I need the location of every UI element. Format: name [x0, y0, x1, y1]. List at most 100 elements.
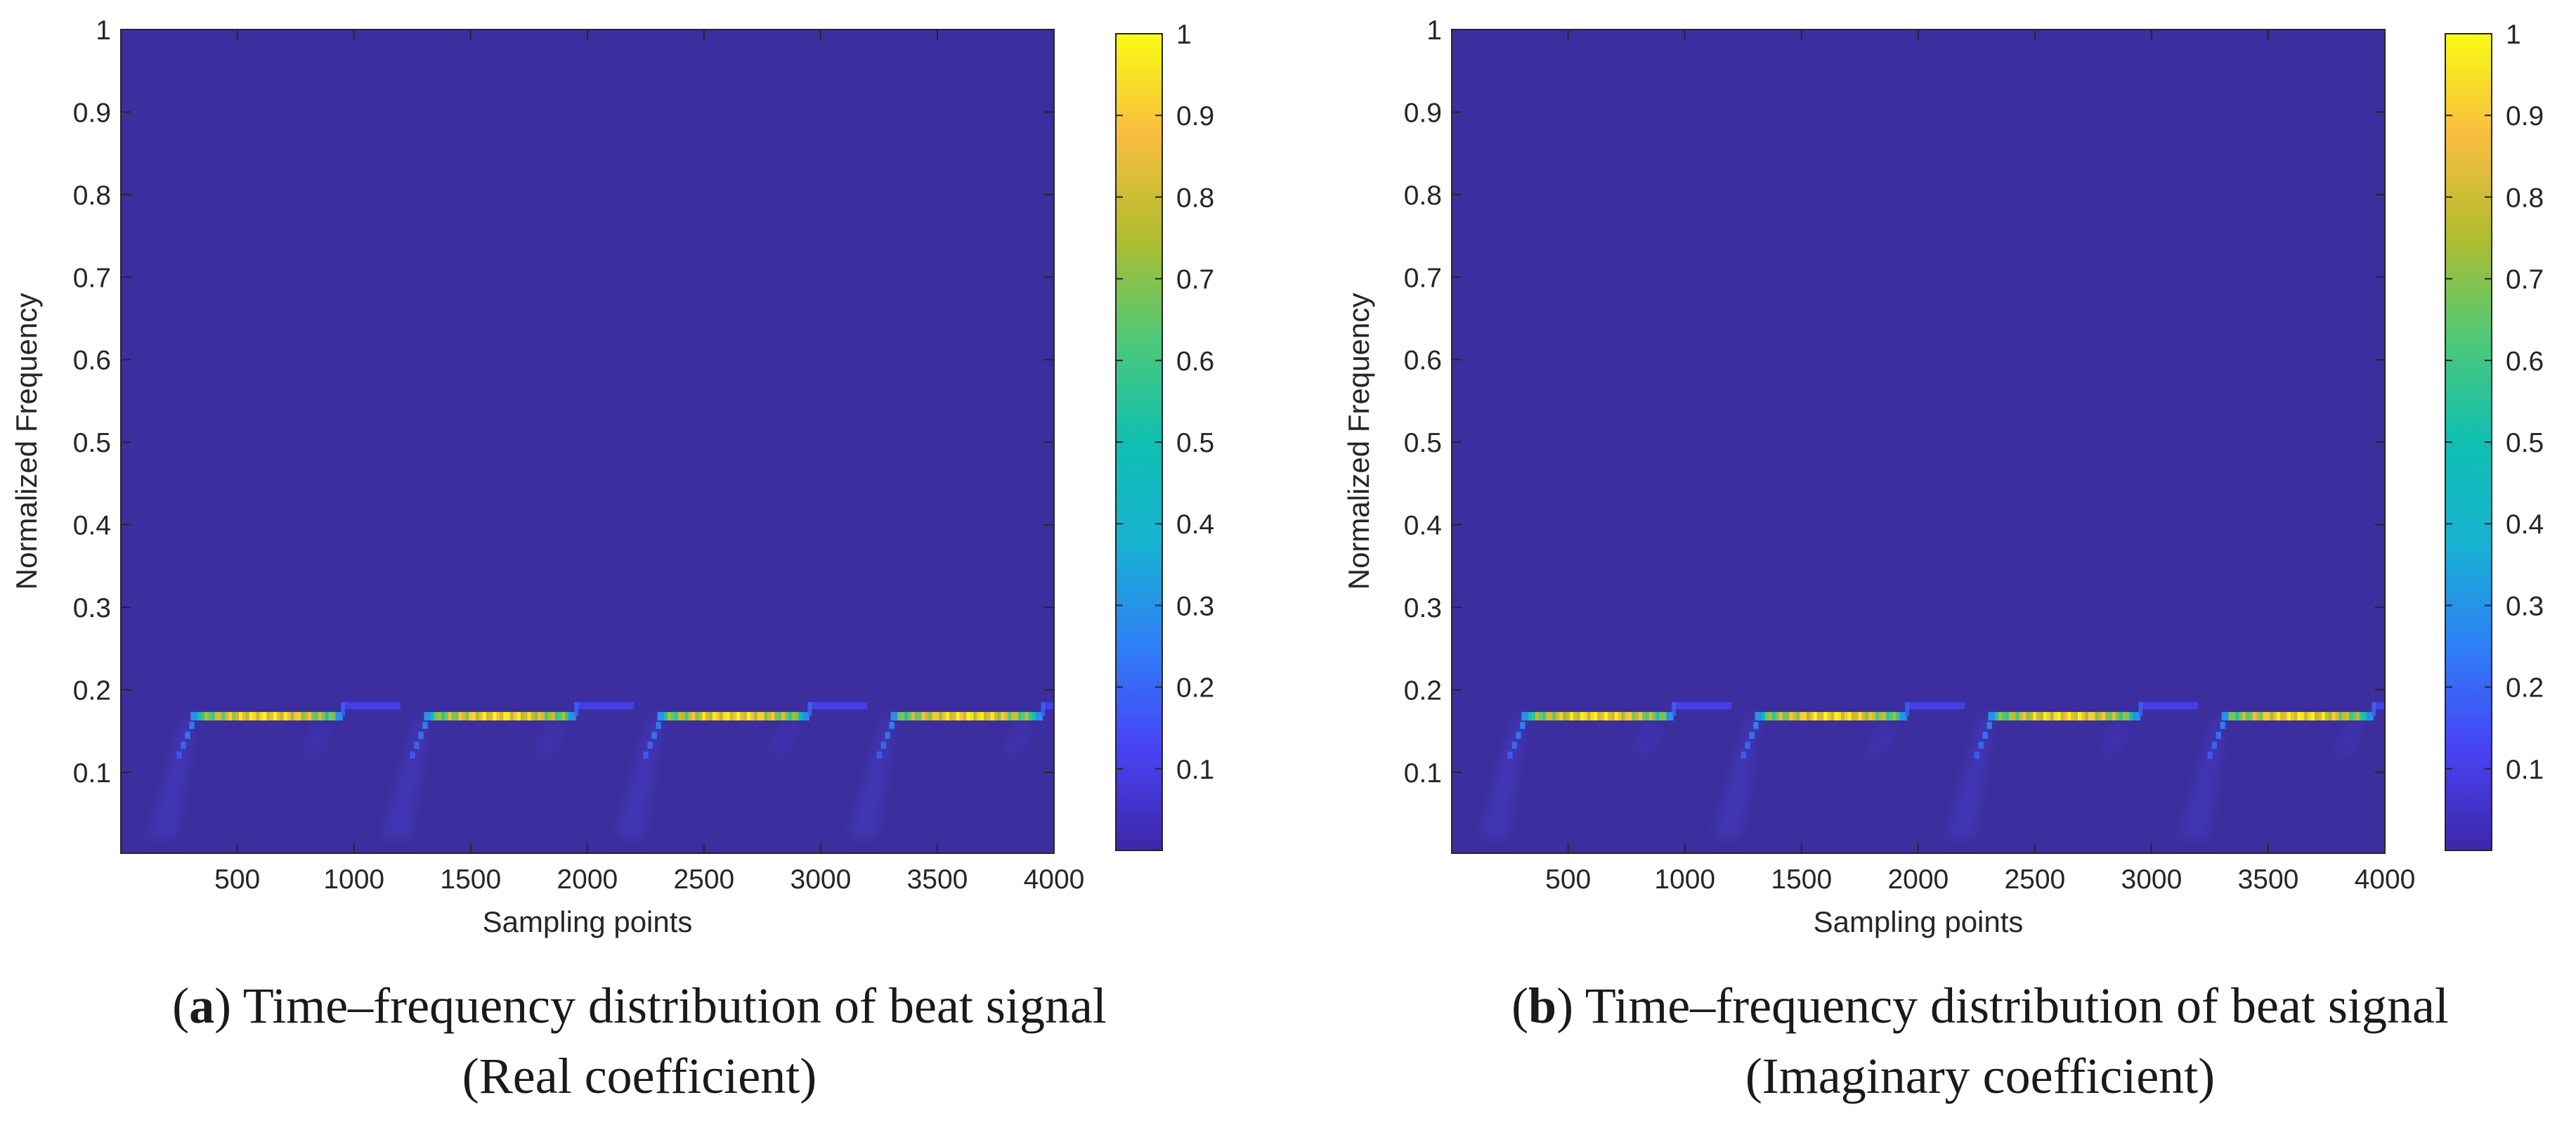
band-cell: [1768, 712, 1773, 721]
band-cell: [2346, 712, 2350, 721]
band-cell: [2060, 712, 2064, 721]
band-cell: [2279, 712, 2284, 721]
onset-step: [414, 741, 419, 749]
band-cell: [496, 712, 500, 721]
band-cell: [270, 712, 274, 721]
band-cell: [424, 712, 428, 721]
caption-b-line2: (Imaginary coefficient): [1745, 1048, 2215, 1104]
band-cell: [2105, 712, 2109, 721]
band-cell: [980, 712, 984, 721]
band-cell: [238, 712, 243, 721]
band-cell: [2270, 712, 2274, 721]
band-cell: [194, 712, 198, 721]
band-cell: [1587, 712, 1592, 721]
band-cell: [1813, 712, 1818, 721]
band-cell: [1018, 712, 1022, 721]
band-cell: [932, 712, 936, 721]
energy-segment-b-2: [1712, 701, 1965, 838]
band-cell: [987, 712, 991, 721]
band-cell: [1858, 712, 1863, 721]
band-cell: [1569, 712, 1574, 721]
band-cell: [2012, 712, 2017, 721]
y-tick-label: 1: [96, 15, 111, 46]
colorbar-tick-label: 0.5: [2506, 428, 2544, 458]
step-riser: [1672, 701, 1677, 717]
band-cell: [914, 712, 919, 721]
band-cell: [911, 712, 916, 721]
band-cell: [921, 712, 926, 721]
tail-trace: [1864, 724, 1897, 756]
band-cell: [795, 712, 800, 721]
band-cell: [465, 712, 469, 721]
onset-step: [1516, 732, 1521, 739]
energy-segment-a-1: [148, 701, 401, 838]
band-cell: [1823, 712, 1828, 721]
y-tick-label: 0.9: [1404, 98, 1442, 128]
band-cell: [2102, 712, 2106, 721]
band-cell: [318, 712, 323, 721]
band-cell: [1861, 712, 1866, 721]
band-cell: [1834, 712, 1838, 721]
band-cell: [263, 712, 267, 721]
band-cell: [949, 712, 954, 721]
band-cell: [475, 712, 480, 721]
band-cell: [2098, 712, 2102, 721]
y-tick-label: 0.1: [1404, 758, 1442, 789]
band-cell: [2249, 712, 2253, 721]
band-cell: [516, 712, 521, 721]
x-tick-label: 2500: [673, 864, 734, 895]
band-cell: [486, 712, 490, 721]
step-riser: [574, 701, 579, 717]
band-cell: [1556, 712, 1560, 721]
band-cell: [719, 712, 724, 721]
band-cell: [1039, 712, 1043, 721]
band-cell: [1655, 712, 1660, 721]
onset-step: [181, 741, 186, 749]
x-tick-label: 3000: [2121, 864, 2183, 895]
band-cell: [2088, 712, 2093, 721]
band-cell: [311, 712, 316, 721]
band-cell: [2369, 712, 2374, 721]
band-cell: [908, 712, 912, 721]
band-cell: [259, 712, 264, 721]
band-cell: [335, 712, 339, 721]
onset-step: [2211, 741, 2217, 749]
x-tick-label: 4000: [1024, 864, 1085, 895]
band-cell: [890, 712, 895, 721]
band-cell: [1632, 712, 1636, 721]
band-cell: [1583, 712, 1588, 721]
band-cell: [952, 712, 957, 721]
band-cell: [1800, 712, 1804, 721]
band-cell: [252, 712, 257, 721]
band-cell: [681, 712, 686, 721]
band-cell: [510, 712, 514, 721]
tail-trace: [767, 724, 800, 756]
band-cell: [661, 712, 665, 721]
band-cell: [1778, 712, 1783, 721]
onset-step: [643, 751, 649, 759]
band-cell: [2324, 712, 2329, 721]
onset-step: [176, 751, 182, 759]
band-cell: [740, 712, 744, 721]
x-axis-b: 500 1000 1500 2000 2500 3000 3500 4000 Sampling …: [1545, 30, 2415, 938]
band-cell: [760, 712, 765, 721]
onset-step: [647, 741, 653, 749]
onset-step: [418, 732, 424, 739]
band-cell: [314, 712, 319, 721]
colorbar-tick-label: 0.1: [2506, 755, 2544, 785]
band-cell: [2228, 712, 2232, 721]
band-cell: [1563, 712, 1567, 721]
band-cell: [2005, 712, 2010, 721]
band-cell: [757, 712, 762, 721]
colorbar-tick-label: 0.3: [2506, 591, 2544, 621]
y-axis-label: Normalized Frequency: [10, 293, 43, 590]
band-cell: [925, 712, 930, 721]
band-cell: [531, 712, 535, 721]
band-cell: [332, 712, 336, 721]
band-cell: [994, 712, 998, 721]
x-tick-label: 500: [214, 864, 260, 895]
y-tick-label: 0.5: [73, 428, 111, 458]
band-cell: [1538, 712, 1543, 721]
band-cell: [959, 712, 964, 721]
band-cell: [2328, 712, 2333, 721]
